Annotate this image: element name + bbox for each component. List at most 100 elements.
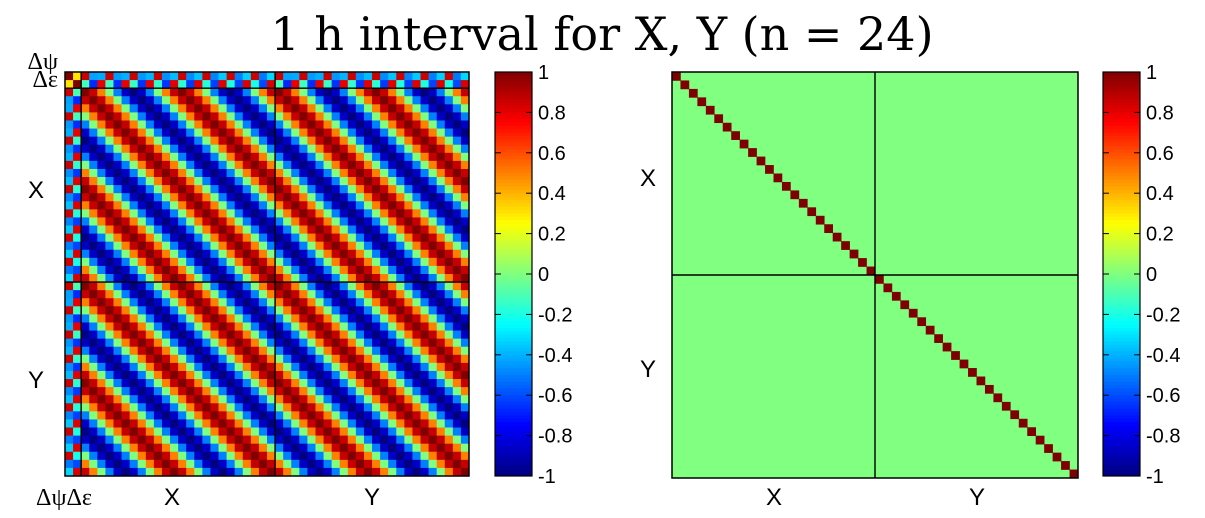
left-heatmap-cell xyxy=(145,354,155,364)
left-heatmap-cell xyxy=(97,290,106,299)
left-heatmap-cell xyxy=(355,306,365,315)
left-heatmap-cell xyxy=(388,467,397,477)
left-heatmap-cell xyxy=(129,282,139,291)
colorbar-gradient-segment xyxy=(495,196,532,201)
left-heatmap-cell xyxy=(355,467,365,477)
left-heatmap-cell xyxy=(291,395,300,404)
left-heatmap-cell xyxy=(452,128,462,138)
left-heatmap-cell xyxy=(89,419,98,428)
left-heatmap-cell xyxy=(363,451,373,461)
left-heatmap-cell xyxy=(420,120,429,129)
left-heatmap-cell xyxy=(210,322,219,331)
left-heatmap-cell xyxy=(380,427,389,436)
left-heatmap-cell xyxy=(372,346,381,356)
colorbar-gradient-segment xyxy=(1103,203,1140,208)
right-heatmap-diagonal-cell xyxy=(1018,418,1028,428)
left-heatmap-cell xyxy=(113,346,122,356)
left-heatmap-cell xyxy=(452,168,462,178)
left-heatmap-cell xyxy=(355,314,365,323)
left-heatmap-cell xyxy=(65,104,74,113)
left-heatmap-cell xyxy=(194,160,203,170)
left-heatmap-cell xyxy=(129,160,139,170)
left-heatmap-cell xyxy=(234,241,244,251)
left-heatmap-cell xyxy=(436,467,446,477)
left-heatmap-cell xyxy=(202,120,211,129)
left-heatmap-cell xyxy=(339,314,349,323)
left-heatmap-cell xyxy=(153,233,163,243)
left-heatmap-cell xyxy=(121,177,131,186)
left-heatmap-cell xyxy=(89,370,98,380)
left-heatmap-cell xyxy=(291,152,300,162)
left-heatmap-cell xyxy=(436,314,446,323)
left-heatmap-cell xyxy=(97,298,106,307)
left-block-separators xyxy=(65,72,469,476)
left-heatmap-cell xyxy=(186,257,195,267)
left-heatmap-cell xyxy=(121,411,131,420)
left-heatmap-cell xyxy=(363,379,373,388)
left-heatmap-cell xyxy=(299,185,308,194)
colorbar-gradient-segment xyxy=(1103,418,1140,423)
left-heatmap-cell xyxy=(444,435,454,445)
left-heatmap-cell xyxy=(412,177,421,186)
left-heatmap-cell xyxy=(226,120,236,129)
left-heatmap-cell xyxy=(73,160,82,170)
left-heatmap-cell xyxy=(452,249,462,259)
left-heatmap-cell xyxy=(202,435,211,445)
left-heatmap-cell xyxy=(113,411,122,420)
left-heatmap-cell xyxy=(444,168,454,178)
left-heatmap-cell xyxy=(178,370,187,380)
colorbar-gradient-segment xyxy=(495,226,532,231)
left-heatmap-cell xyxy=(275,168,284,178)
left-heatmap-cell xyxy=(444,298,454,307)
left-heatmap-cell xyxy=(121,298,131,307)
left-heatmap-cell xyxy=(145,403,155,412)
left-heatmap-cell xyxy=(388,72,397,81)
left-heatmap-cell xyxy=(420,274,429,283)
left-heatmap-cell xyxy=(396,257,405,267)
left-heatmap-cell xyxy=(234,411,244,420)
left-heatmap-cell xyxy=(291,128,300,138)
left-heatmap-cell xyxy=(388,282,397,291)
left-heatmap-cell xyxy=(194,459,203,469)
left-heatmap-cell xyxy=(396,459,405,469)
left-heatmap-cell xyxy=(242,136,252,146)
left-heatmap-cell xyxy=(73,338,82,348)
left-heatmap-cell xyxy=(444,419,454,428)
left-heatmap-cell xyxy=(145,160,155,170)
left-heatmap-cell xyxy=(339,160,349,170)
left-heatmap-cell xyxy=(113,177,122,186)
left-heatmap-cell xyxy=(121,193,131,202)
left-heatmap-cell xyxy=(412,346,421,356)
left-heatmap-cell xyxy=(218,249,227,259)
left-heatmap-cell xyxy=(347,290,357,299)
left-heatmap-cell xyxy=(363,209,373,218)
left-heatmap-cell xyxy=(380,459,389,469)
left-heatmap-cell xyxy=(161,443,171,453)
colorbar-gradient-segment xyxy=(495,337,532,342)
right-heatmap-diagonal-cell xyxy=(815,215,825,225)
left-heatmap-cell xyxy=(218,128,227,138)
left-heatmap-cell xyxy=(113,80,122,89)
left-heatmap-cell xyxy=(331,314,341,323)
left-heatmap-cell xyxy=(355,338,365,348)
left-heatmap-cell xyxy=(258,330,268,340)
left-heatmap-cell xyxy=(388,362,397,372)
left-heatmap-cell xyxy=(380,193,389,202)
left-heatmap-cell xyxy=(129,411,139,420)
left-heatmap-cell xyxy=(291,274,300,283)
left-heatmap-cell xyxy=(428,225,438,234)
left-heatmap-cell xyxy=(388,193,397,202)
left-heatmap-cell xyxy=(380,72,389,81)
left-heatmap-cell xyxy=(347,403,357,412)
left-heatmap-cell xyxy=(161,136,171,146)
right-heatmap-diagonal-cell xyxy=(1069,469,1079,479)
left-heatmap-cell xyxy=(145,185,155,194)
right-block-separators xyxy=(672,72,1078,478)
left-heatmap-cell xyxy=(372,160,381,170)
left-heatmap-cell xyxy=(388,80,397,89)
left-heatmap-cell xyxy=(339,290,349,299)
left-heatmap-cell xyxy=(89,346,98,356)
left-heatmap-cell xyxy=(380,274,389,283)
left-heatmap-cell xyxy=(380,209,389,218)
left-heatmap-cell xyxy=(339,217,349,226)
